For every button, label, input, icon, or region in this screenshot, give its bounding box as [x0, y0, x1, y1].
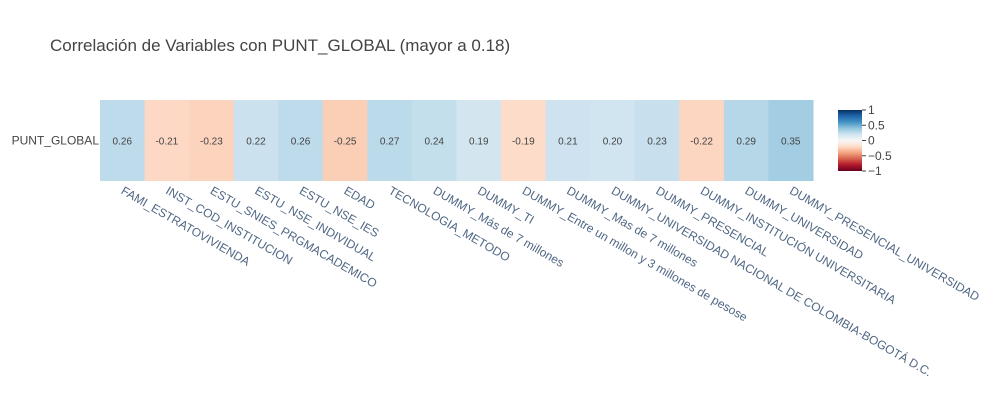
chart-title: Correlación de Variables con PUNT_GLOBAL… [50, 36, 510, 55]
colorbar-tick-label: 0 [868, 134, 875, 148]
heatmap-cell [679, 100, 725, 181]
cell-value-label: 0.29 [736, 137, 756, 148]
cell-value-label: 0.26 [291, 137, 311, 148]
cell-value-label: 0.26 [113, 137, 133, 148]
heatmap-cell [723, 100, 769, 181]
y-axis-ticks: PUNT_GLOBAL [12, 134, 100, 148]
heatmap-cell [278, 100, 324, 181]
cell-value-label: -0.21 [155, 137, 178, 148]
cell-value-label: 0.20 [603, 137, 623, 148]
x-tick-label: DUMMY_PRESENCIAL_UNIVERSIDAD [787, 183, 982, 304]
y-tick-label: PUNT_GLOBAL [12, 134, 100, 148]
cell-value-label: 0.35 [781, 137, 801, 148]
heatmap-cell [501, 100, 547, 181]
cell-value-label: -0.25 [334, 137, 357, 148]
colorbar-gradient [838, 110, 862, 171]
colorbar: 10.5 0−0.5−1 [838, 103, 892, 178]
heatmap-cell-labels: 0.26 -0.21 -0.23 0.22 0.26 -0.25 0.27 0.24 0.19 -… [113, 137, 801, 148]
colorbar-tick-label: −0.5 [868, 149, 892, 163]
heatmap-cells [100, 100, 814, 181]
heatmap-cell [233, 100, 279, 181]
heatmap-cell [100, 100, 146, 181]
cell-value-label: 0.19 [469, 137, 489, 148]
heatmap-cell [322, 100, 368, 181]
heatmap-cell [634, 100, 680, 181]
heatmap-cell [590, 100, 636, 181]
cell-value-label: 0.24 [424, 137, 444, 148]
colorbar-tick-label: 1 [868, 103, 875, 117]
cell-value-label: 0.22 [246, 137, 266, 148]
colorbar-tick-label: −1 [868, 164, 882, 178]
cell-value-label: 0.23 [647, 137, 667, 148]
colorbar-tick-label: 0.5 [868, 118, 885, 132]
heatmap-cell [411, 100, 457, 181]
cell-value-label: -0.19 [512, 137, 535, 148]
heatmap-cell [456, 100, 502, 181]
cell-value-label: -0.23 [200, 137, 223, 148]
heatmap-cell [367, 100, 413, 181]
cell-value-label: 0.21 [558, 137, 578, 148]
x-axis-ticks: FAMI_ESTRATOVIVIENDAINST_COD_INSTITUCION… [119, 183, 982, 380]
heatmap-cell [144, 100, 190, 181]
cell-value-label: 0.27 [380, 137, 400, 148]
heatmap-cell [545, 100, 591, 181]
heatmap-cell [189, 100, 235, 181]
cell-value-label: -0.22 [690, 137, 713, 148]
heatmap-cell [768, 100, 814, 181]
